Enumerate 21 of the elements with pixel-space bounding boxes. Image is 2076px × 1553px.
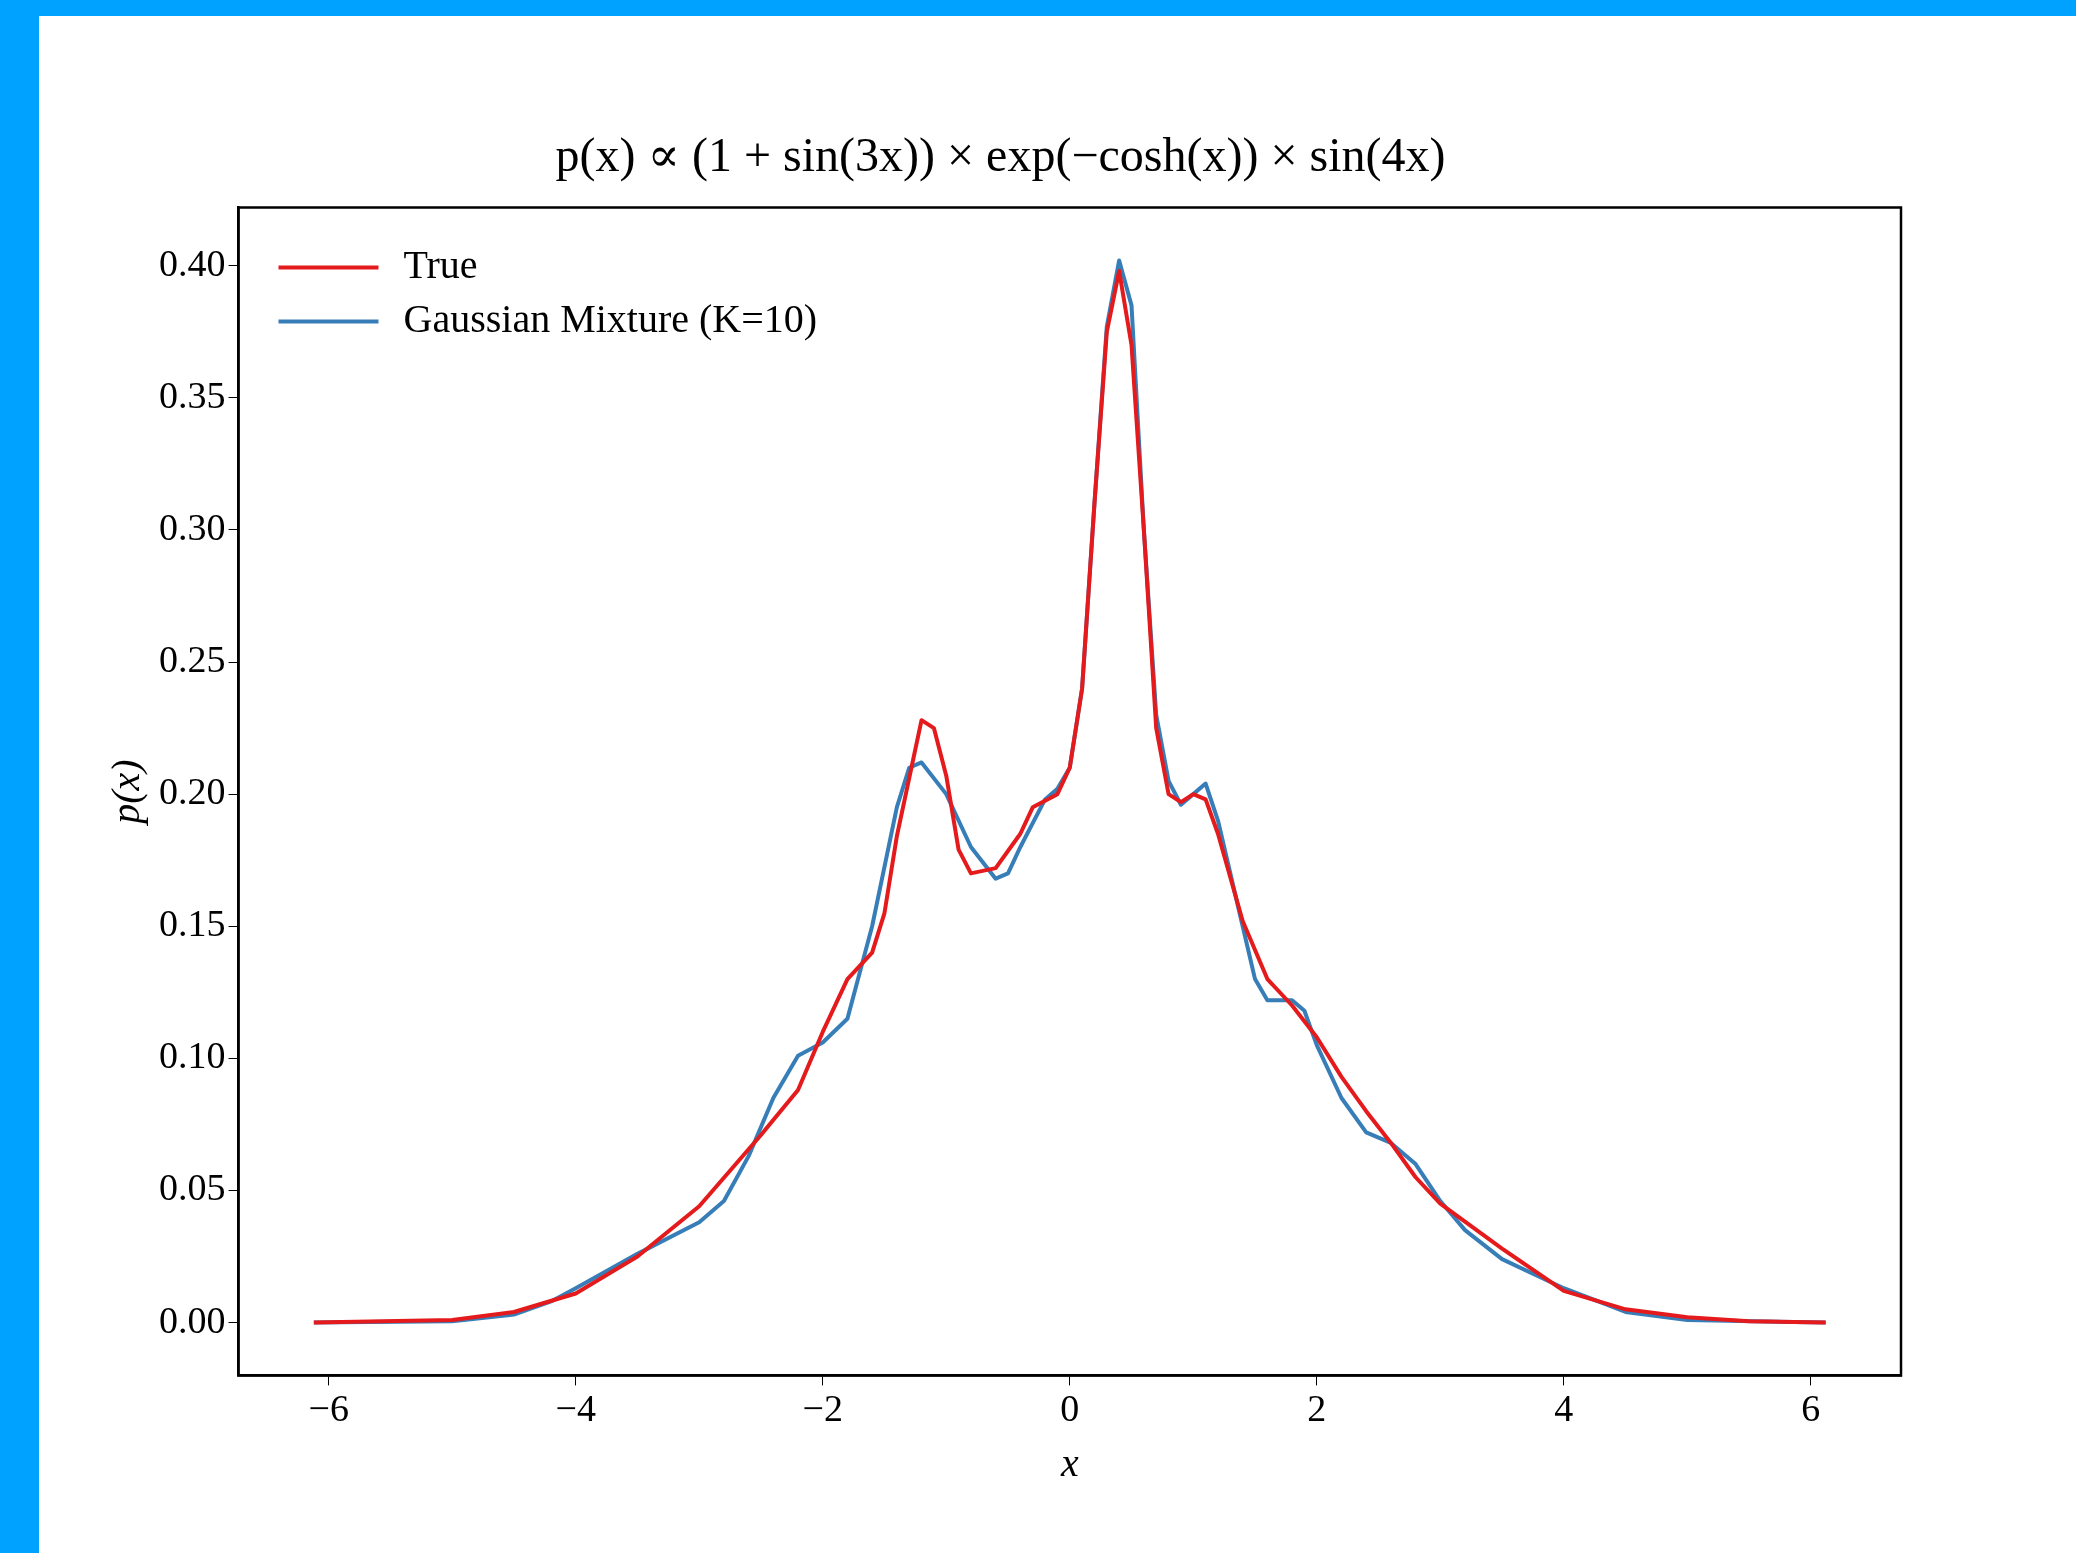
x-tick-label: 4	[1554, 1387, 1574, 1430]
legend-label: True	[403, 242, 478, 288]
y-tick-label: 0.40	[159, 241, 226, 284]
y-tick-label: 0.05	[159, 1166, 226, 1209]
x-tick-label: 0	[1060, 1387, 1080, 1430]
y-tick-label: 0.00	[159, 1298, 226, 1341]
x-tick-label: −6	[308, 1387, 349, 1430]
y-tick-label: 0.20	[159, 770, 226, 813]
x-tick-label: 6	[1801, 1387, 1821, 1430]
y-axis-title: p(x)	[102, 759, 148, 827]
x-tick-label: 2	[1307, 1387, 1327, 1430]
x-axis-title: x	[1059, 1439, 1079, 1485]
y-tick-label: 0.10	[159, 1034, 226, 1077]
legend-label: Gaussian Mixture (K=10)	[403, 296, 818, 342]
y-tick-label: 0.35	[159, 373, 226, 416]
y-tick-label: 0.15	[159, 902, 226, 945]
x-tick-label: −4	[555, 1387, 596, 1430]
y-tick-label: 0.25	[159, 638, 226, 681]
x-tick-label: −2	[802, 1387, 843, 1430]
y-tick-label: 0.30	[159, 505, 226, 548]
chart-title: p(x) ∝ (1 + sin(3x)) × exp(−cosh(x)) × sin(4x)	[555, 128, 1446, 183]
